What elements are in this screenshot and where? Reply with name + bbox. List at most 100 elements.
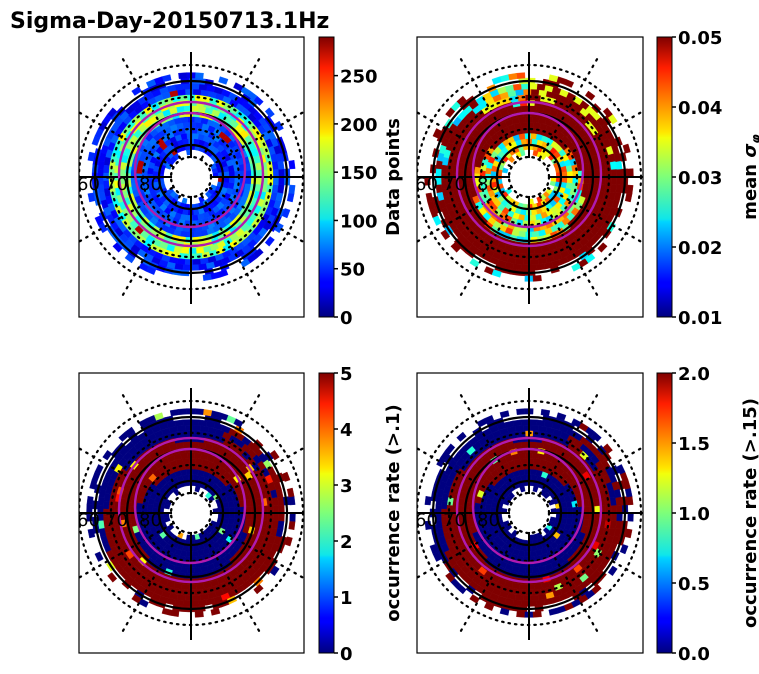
heatmap-cell (180, 116, 189, 124)
heatmap-cell (245, 169, 252, 178)
grid-radial-dotted (546, 186, 643, 245)
grid-radial-dotted (538, 54, 601, 160)
heatmap-cell (530, 468, 537, 476)
grid-radial-dotted (208, 186, 304, 244)
heatmap-cell (272, 504, 280, 514)
heatmap-cell (202, 409, 213, 417)
heatmap-cell (161, 607, 172, 616)
heatmap-cell (218, 269, 229, 278)
heatmap-cell (435, 160, 443, 170)
heatmap-cell (616, 512, 623, 522)
grid-radial-dotted (208, 446, 304, 504)
heatmap-cell (583, 169, 590, 178)
grid-radial-dotted (79, 447, 174, 504)
grid-radial-dotted (200, 54, 263, 160)
latitude-label-80: 80 (139, 510, 162, 531)
heatmap-cell (536, 263, 546, 271)
heatmap-cell (499, 410, 510, 419)
heatmap-cell (289, 512, 296, 522)
heatmap-cell (193, 474, 200, 482)
grid-radial-dotted (119, 54, 182, 160)
center-mask (172, 158, 210, 196)
heatmap-cell (182, 264, 192, 271)
heatmap-cell (91, 135, 101, 146)
heatmap-cell (190, 83, 200, 90)
heatmap-cell (520, 600, 530, 607)
heatmap-cell (610, 504, 618, 514)
grid-radial-dotted (417, 522, 512, 579)
grid-radial-dotted (457, 54, 520, 160)
heatmap-cell (190, 600, 200, 607)
heatmap-cell (256, 505, 263, 514)
heatmap-cell (89, 479, 98, 490)
grid-radial-dotted (208, 110, 304, 168)
grid-radial-dotted (538, 194, 601, 300)
axes-frame (78, 36, 305, 318)
heatmap-cell (594, 169, 601, 178)
heatmap-cell (253, 248, 264, 259)
heatmap-cell (169, 609, 180, 617)
heatmap-cell (440, 164, 448, 174)
latitude-label-60: 60 (415, 510, 438, 531)
heatmap-cell (102, 164, 110, 174)
grid-radial-dotted (457, 194, 520, 300)
heatmap-cell (193, 116, 202, 124)
heatmap-cell (483, 602, 495, 611)
colorbar-tick-label: 5 (340, 364, 353, 385)
heatmap-cell (436, 456, 446, 468)
heatmap-cell (516, 72, 526, 79)
latitude-label-60: 60 (77, 174, 100, 195)
heatmap-cell (440, 500, 448, 510)
heatmap-cell (193, 138, 200, 146)
heatmap-cell (440, 229, 451, 241)
heatmap-cell (584, 253, 596, 264)
heatmap-cell (531, 138, 538, 146)
heatmap-cell (532, 611, 542, 618)
grid-radial-dotted (79, 522, 174, 579)
heatmap-cell (531, 566, 540, 574)
heatmap-cell (626, 496, 634, 506)
heatmap-cell (145, 79, 157, 88)
heatmap-cell (288, 160, 296, 170)
latitude-label-70: 70 (105, 510, 128, 531)
heatmap-cell (182, 457, 190, 465)
heatmap-cell (622, 143, 631, 154)
heatmap-cell (272, 512, 280, 522)
heatmap-cell (192, 132, 199, 140)
heatmap-cell (245, 176, 252, 185)
grid-radial-dotted (200, 530, 263, 636)
heatmap-cell (528, 600, 538, 607)
plot-area: 60 70 80 (77, 52, 304, 304)
grid-radial-dotted (546, 522, 643, 581)
heatmap-cell (288, 496, 296, 506)
heatmap-cell (597, 242, 608, 253)
heatmap-cell (102, 449, 113, 461)
heatmap-cell (210, 607, 221, 616)
colorbar-tick-label: 0 (340, 308, 353, 329)
grid-circle-dotted (507, 491, 551, 535)
heatmap-cell (540, 409, 551, 417)
colorbar-tick-label: 1 (340, 588, 353, 609)
heatmap-cell (445, 107, 456, 118)
heatmap-cell (181, 583, 190, 591)
heatmap-cell (432, 128, 442, 139)
heatmap-cell (86, 496, 94, 506)
heatmap-cell (98, 222, 108, 234)
colorbar: 0.0 0.5 1.0 1.5 2.0 occurrence rate (>.15) (656, 364, 759, 665)
colorbar-gradient (318, 36, 335, 318)
heatmap-cell (286, 487, 295, 498)
heatmap-cell (174, 419, 184, 427)
latitude-label-60: 60 (77, 510, 100, 531)
heatmap-cell (530, 424, 540, 432)
heatmap-cell (277, 160, 285, 170)
heatmap-cell (519, 247, 528, 255)
heatmap-cell (180, 452, 189, 460)
grid-radial-dotted (417, 447, 512, 504)
heatmap-cell (274, 120, 284, 132)
center-mask (510, 494, 548, 532)
heatmap-cell (131, 86, 142, 96)
heatmap-cell (286, 192, 295, 203)
heatmap-cell (87, 192, 96, 203)
heatmap-cell (278, 176, 285, 186)
